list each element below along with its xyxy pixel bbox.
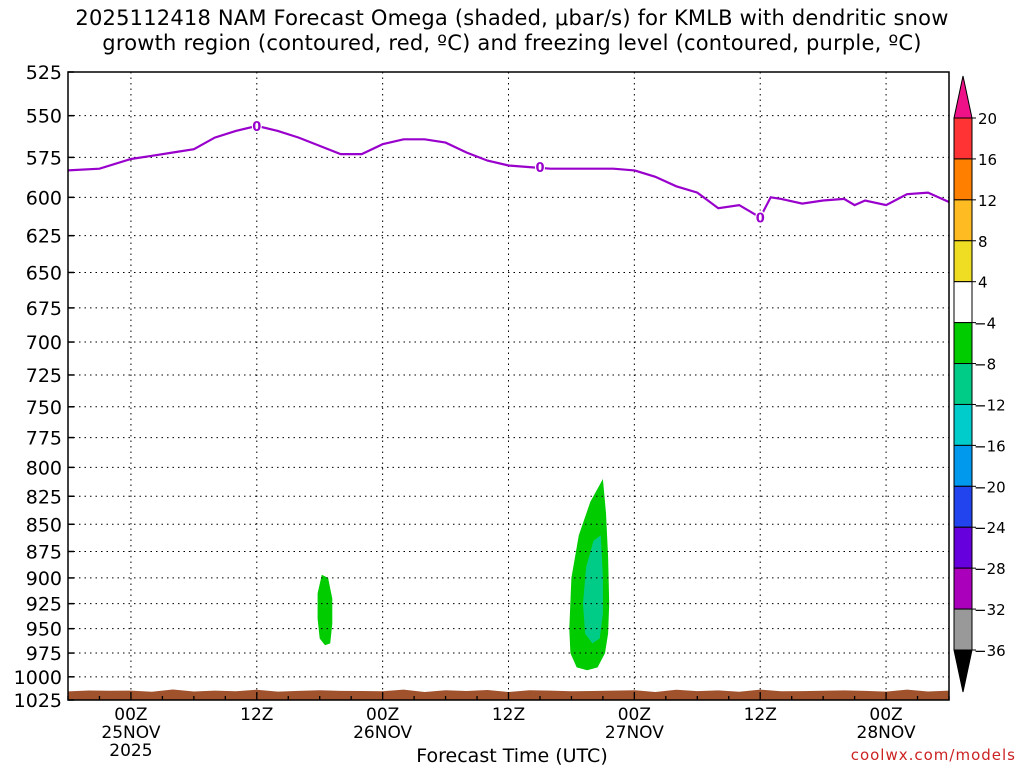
y-tick-label: 850: [26, 514, 62, 536]
y-tick-label: 800: [26, 457, 62, 479]
y-tick-label: 950: [26, 619, 62, 641]
x-tick-label: 00Z: [366, 705, 399, 725]
chart-title-line2: growth region (contoured, red, ºC) and f…: [102, 31, 922, 55]
freezing-level-label: 0: [252, 120, 261, 135]
x-tick-date: 26NOV: [353, 723, 412, 743]
x-tick-date: 28NOV: [857, 723, 916, 743]
y-tick-label: 675: [26, 298, 62, 320]
freezing-level-contour: 0 0 0: [67, 118, 950, 226]
grid-lines: [68, 72, 949, 700]
colorbar-label: −8: [974, 356, 996, 374]
freezing-level-label: 0: [756, 211, 765, 226]
colorbar-bin: [953, 444, 973, 487]
colorbar-label: 4: [978, 274, 988, 292]
x-tick-label: 12Z: [492, 705, 525, 725]
colorbar-bin: [953, 485, 973, 528]
omega-region-0: [317, 574, 333, 646]
y-tick-label: 875: [26, 541, 62, 563]
colorbar-bin: [953, 240, 973, 283]
y-tick-label: 825: [26, 486, 62, 508]
colorbar-top-arrow: [953, 75, 973, 119]
colorbar-bin: [953, 322, 973, 365]
y-axis: 525 550 575 600 625 650 675 700 725 750 775 800 825 8…: [14, 62, 74, 712]
colorbar-bin: [953, 281, 973, 324]
y-tick-label: 975: [26, 643, 62, 665]
x-tick-date: 27NOV: [605, 723, 664, 743]
freezing-level-label-bg: [251, 118, 262, 133]
colorbar-bin: [953, 567, 973, 610]
omega-shading: [317, 479, 610, 671]
colorbar-bottom-arrow: [953, 649, 973, 693]
colorbar-label: 12: [978, 192, 997, 210]
colorbar-label: 16: [978, 151, 997, 169]
colorbar-bin: [953, 199, 973, 242]
y-tick-label: 750: [26, 397, 62, 419]
colorbar-bin: [953, 608, 973, 651]
x-tick-label: 12Z: [744, 705, 777, 725]
y-tick-label: 600: [26, 187, 62, 209]
y-tick-label: 900: [26, 568, 62, 590]
y-tick-label: 650: [26, 262, 62, 284]
freezing-level-label-bg: [534, 160, 545, 175]
colorbar-label: −4: [974, 315, 996, 333]
x-tick-date: 25NOV: [101, 723, 160, 743]
site-credit: coolwx.com/models: [850, 746, 1016, 764]
colorbar-label: 8: [978, 233, 988, 251]
y-tick-label: 550: [26, 106, 62, 128]
colorbar-bin: [953, 526, 973, 569]
colorbar-label: −28: [974, 560, 1006, 578]
y-tick-label: 625: [26, 226, 62, 248]
x-tick-label: 00Z: [114, 705, 147, 725]
colorbar-bin: [953, 158, 973, 201]
y-tick-label: 725: [26, 365, 62, 387]
freezing-level-label: 0: [535, 161, 544, 176]
colorbar-label: −32: [974, 601, 1006, 619]
freezing-level-label-bg: [755, 210, 766, 225]
y-tick-label: 700: [26, 332, 62, 354]
colorbar-label: −36: [974, 642, 1006, 660]
colorbar-label: −12: [974, 396, 1006, 414]
colorbar-label: −24: [974, 519, 1006, 537]
y-tick-label: 775: [26, 428, 62, 450]
x-tick-label: 12Z: [240, 705, 273, 725]
omega-region-2: [583, 535, 603, 644]
colorbar-bin: [953, 363, 973, 405]
colorbar-label: −20: [974, 478, 1006, 496]
x-tick-label: 00Z: [869, 705, 902, 725]
chart-title-line1: 2025112418 NAM Forecast Omega (shaded, μ…: [75, 6, 949, 30]
colorbar-label: −16: [974, 437, 1006, 455]
y-tick-label: 575: [26, 147, 62, 169]
colorbar: 20 16 12 8 4 −4 −8 −12 −16 −20 −24 −28 −32 −36: [953, 75, 1006, 693]
colorbar-label: 20: [978, 110, 997, 128]
x-tick-label: 00Z: [618, 705, 651, 725]
y-tick-label: 1000: [14, 667, 62, 689]
chart-title: 2025112418 NAM Forecast Omega (shaded, μ…: [0, 6, 1024, 56]
x-axis-label: Forecast Time (UTC): [416, 745, 608, 767]
colorbar-bin: [953, 117, 973, 160]
y-tick-label: 925: [26, 594, 62, 616]
y-tick-label: 525: [26, 62, 62, 84]
x-tick-year: 2025: [109, 741, 152, 761]
y-tick-label: 1025: [14, 690, 62, 712]
colorbar-bin: [953, 403, 973, 446]
